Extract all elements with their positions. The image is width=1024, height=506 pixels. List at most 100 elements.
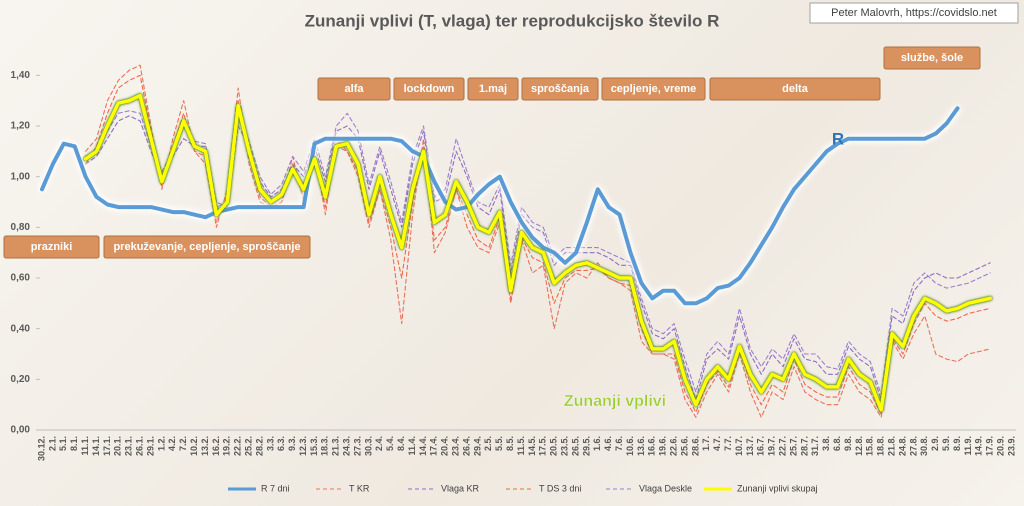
annotation-box bbox=[467, 77, 519, 101]
x-tick-label: 4.2. bbox=[167, 436, 177, 451]
x-tick-label: 30.12. bbox=[36, 436, 46, 461]
x-tick-label: 16.6. bbox=[647, 436, 657, 456]
x-tick-label: 19.6. bbox=[658, 436, 668, 456]
x-tick-label: 29.4. bbox=[472, 436, 482, 456]
x-tick-label: 15.8. bbox=[865, 436, 875, 456]
legend-label: Vlaga KR bbox=[441, 483, 480, 493]
x-tick-label: 22.7. bbox=[777, 436, 787, 456]
x-tick-label: 7.7. bbox=[723, 436, 733, 451]
series-line bbox=[40, 106, 960, 306]
x-tick-label: 6.3. bbox=[276, 436, 286, 451]
y-tick-label: 0,00 bbox=[11, 425, 31, 436]
credit: Peter Malovrh, https://covidslo.net bbox=[831, 7, 997, 19]
x-tick-label: 17.1. bbox=[102, 436, 112, 456]
x-tick-label: 14.4. bbox=[418, 436, 428, 456]
x-tick-label: 16.7. bbox=[756, 436, 766, 456]
x-tick-label: 4.6. bbox=[603, 436, 613, 451]
annotation-box bbox=[601, 77, 706, 101]
x-tick-label: 14.1. bbox=[91, 436, 101, 456]
x-tick-label: 10.6. bbox=[625, 436, 635, 456]
series-line bbox=[85, 64, 991, 418]
x-tick-label: 5.4. bbox=[385, 436, 395, 451]
x-tick-label: 11.1. bbox=[80, 436, 90, 456]
annotation-box bbox=[393, 77, 465, 101]
x-tick-label: 19.2. bbox=[222, 436, 232, 456]
x-tick-label: 22.6. bbox=[669, 436, 679, 456]
x-tick-label: 5.9. bbox=[941, 436, 951, 451]
annotation-box bbox=[3, 235, 100, 259]
x-tick-label: 9.3. bbox=[287, 436, 297, 451]
x-tick-label: 6.8. bbox=[832, 436, 842, 451]
annotation-box bbox=[521, 77, 599, 101]
y-tick-label: 1,00 bbox=[11, 171, 31, 182]
x-tick-label: 2.1. bbox=[47, 436, 57, 451]
x-tick-label: 10.2. bbox=[189, 436, 199, 456]
x-tick-label: 29.1. bbox=[145, 436, 155, 456]
x-tick-label: 18.3. bbox=[320, 436, 330, 456]
x-tick-label: 26.4. bbox=[461, 436, 471, 456]
x-tick-label: 30.8. bbox=[919, 436, 929, 456]
x-tick-label: 3.8. bbox=[821, 436, 831, 451]
x-tick-label: 28.6. bbox=[690, 436, 700, 456]
x-tick-label: 23.5. bbox=[560, 436, 570, 456]
x-tick-label: 24.3. bbox=[342, 436, 352, 456]
x-tick-label: 26.5. bbox=[570, 436, 580, 456]
x-tick-label: 22.2. bbox=[233, 436, 243, 456]
annotation: prekuževanje, cepljenje, sproščanje bbox=[113, 241, 300, 253]
x-tick-label: 25.6. bbox=[679, 436, 689, 456]
annotation: službe, šole bbox=[901, 52, 963, 64]
x-tick-label: 2.9. bbox=[930, 436, 940, 451]
y-tick-label: 0,40 bbox=[11, 323, 31, 334]
x-tick-label: 12.3. bbox=[298, 436, 308, 456]
x-tick-label: 23.9. bbox=[1006, 436, 1016, 456]
x-tick-label: 20.1. bbox=[113, 436, 123, 456]
y-tick-label: 1,40 bbox=[11, 70, 31, 81]
x-tick-label: 1.2. bbox=[156, 436, 166, 451]
x-tick-label: 13.6. bbox=[636, 436, 646, 456]
annotation-box bbox=[317, 77, 391, 101]
x-tick-label: 11.5. bbox=[516, 436, 526, 456]
x-tick-label: 29.5. bbox=[581, 436, 591, 456]
annotation: sproščanja bbox=[531, 83, 590, 95]
x-tick-label: 25.2. bbox=[243, 436, 253, 456]
x-tick-label: 13.2. bbox=[200, 436, 210, 456]
x-tick-label: 31.7. bbox=[810, 436, 820, 456]
y-tick-label: 0,60 bbox=[11, 273, 31, 284]
annotation-box bbox=[103, 235, 311, 259]
x-tick-label: 26.1. bbox=[134, 436, 144, 456]
x-tick-label: 15.3. bbox=[309, 436, 319, 456]
x-tick-label: 18.8. bbox=[876, 436, 886, 456]
x-tick-label: 17.9. bbox=[985, 436, 995, 456]
x-tick-label: 1.7. bbox=[701, 436, 711, 451]
legend-label: T KR bbox=[349, 483, 370, 493]
annotation: prazniki bbox=[31, 241, 73, 253]
x-tick-label: 21.3. bbox=[331, 436, 341, 456]
x-tick-label: 28.7. bbox=[799, 436, 809, 456]
annotation: lockdown bbox=[404, 83, 455, 95]
x-tick-label: 14.5. bbox=[527, 436, 537, 456]
annotation: delta bbox=[782, 83, 809, 95]
x-tick-label: 8.4. bbox=[396, 436, 406, 451]
chart-title: Zunanji vplivi (T, vlaga) ter reprodukci… bbox=[305, 11, 720, 30]
legend-label: Zunanji vplivi skupaj bbox=[737, 483, 818, 493]
x-tick-label: 2.5. bbox=[483, 436, 493, 451]
x-tick-label: 1.6. bbox=[592, 436, 602, 451]
x-tick-label: 20.5. bbox=[549, 436, 559, 456]
series-line bbox=[85, 115, 991, 401]
x-tick-label: 21.8. bbox=[886, 436, 896, 456]
y-tick-label: 0,20 bbox=[11, 374, 31, 385]
x-tick-label: 8.1. bbox=[69, 436, 79, 451]
x-tick-label: 3.3. bbox=[265, 436, 275, 451]
x-tick-label: 25.7. bbox=[788, 436, 798, 456]
x-tick-label: 23.4. bbox=[451, 436, 461, 456]
x-tick-label: 5.5. bbox=[494, 436, 504, 451]
x-tick-label: 30.3. bbox=[363, 436, 373, 456]
x-tick-label: 20.4. bbox=[440, 436, 450, 456]
x-tick-label: 4.7. bbox=[712, 436, 722, 451]
x-tick-label: 2.4. bbox=[374, 436, 384, 451]
x-tick-label: 27.3. bbox=[352, 436, 362, 456]
x-tick-label: 24.8. bbox=[897, 436, 907, 456]
x-tick-label: 13.7. bbox=[745, 436, 755, 456]
legend-label: T DS 3 dni bbox=[539, 483, 581, 493]
